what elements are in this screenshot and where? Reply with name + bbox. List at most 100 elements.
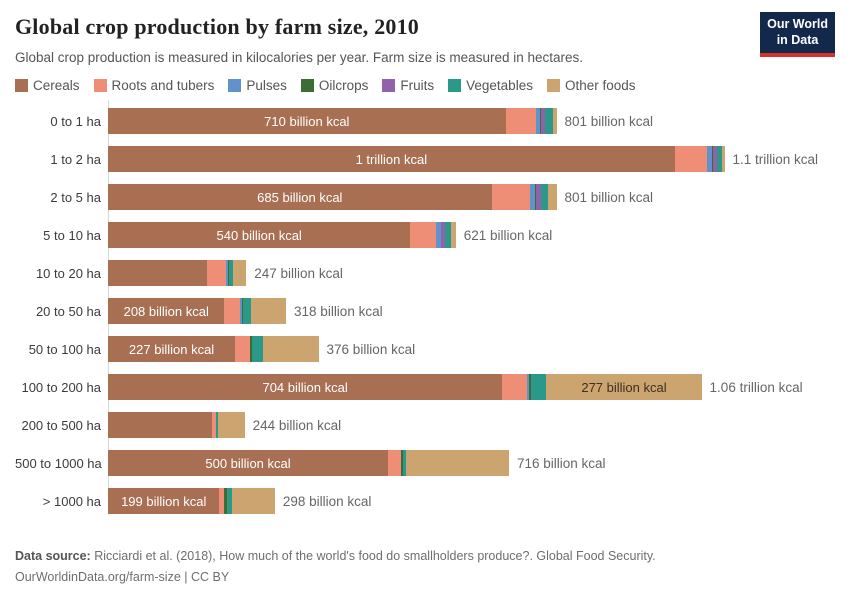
bar-segment-fruits [541,108,546,134]
bar-segment-vegetables [545,108,554,134]
bar-segment-oilcrops [228,260,230,286]
legend-label: Oilcrops [318,78,369,93]
legend-label: Cereals [33,78,80,93]
category-label: 1 to 2 ha [50,151,101,167]
bar-track [108,412,245,438]
bar-segment-roots-and-tubers [207,260,227,286]
license-text: | CC BY [180,569,230,584]
legend-swatch-icon [228,79,242,92]
legend-label: Other foods [564,78,636,93]
data-source-line: Data source: Ricciardi et al. (2018), Ho… [15,546,835,567]
bar-segment-oilcrops [250,336,253,362]
bar-segment-cereals: 685 billion kcal [108,184,492,210]
bar-segment-roots-and-tubers [505,108,537,134]
bar-segment-roots-and-tubers [224,298,240,324]
bar-segment-fruits [441,222,446,248]
category-label: > 1000 ha [42,493,101,509]
chart-row: 50 to 100 ha 227 billion kcal 376 billion … [15,336,850,362]
legend-swatch-icon [15,79,28,92]
bar-value-label: 540 billion kcal [216,227,302,243]
bar-chart: 0 to 1 ha 710 billion kcal 801 billion kca… [15,100,850,514]
license-line: OurWorldinData.org/farm-size | CC BY [15,567,835,588]
bar-value-label: 704 billion kcal [262,379,348,395]
bar-total-label: 801 billion kcal [564,189,654,205]
chart-row: 200 to 500 ha 244 billion kcal [15,412,850,438]
bar-segment-cereals: 704 billion kcal [108,374,503,400]
legend-swatch-icon [382,79,396,92]
bar-value-label: 227 billion kcal [128,341,215,357]
chart-row: > 1000 ha 199 billion kcal 298 billion kca… [15,488,850,514]
bar-track: 208 billion kcal [108,298,287,324]
chart-header: Global crop production by farm size, 201… [0,0,850,93]
bar-segment-vegetables [403,450,406,476]
bar-segment-roots-and-tubers [219,488,225,514]
bar-track: 500 billion kcal [108,450,509,476]
bar-segment-roots-and-tubers [235,336,251,362]
bar-segment-oilcrops [711,146,713,172]
chart-row: 500 to 1000 ha 500 billion kcal 716 billio… [15,450,850,476]
legend-item-pulses: Pulses [228,78,287,93]
bar-segment-vegetables [445,222,451,248]
legend-label: Fruits [400,78,435,93]
bar-segment-cereals: 1 trillion kcal [108,146,675,172]
bar-segment-other-foods [218,412,245,438]
bar-track: 710 billion kcal [108,108,557,134]
category-label: 0 to 1 ha [50,113,101,129]
bar-value-label: 199 billion kcal [121,493,207,509]
bar-segment-other-foods [262,336,319,362]
category-label: 5 to 10 ha [43,227,101,243]
bar-total-label: 298 billion kcal [282,493,372,509]
chart-rows: 0 to 1 ha 710 billion kcal 801 billion kca… [15,108,850,514]
bar-segment-oilcrops [535,184,537,210]
bar-total-label: 376 billion kcal [326,341,416,357]
bar-total-label: 247 billion kcal [254,265,343,281]
owid-logo-line1: Our World [767,17,828,31]
bar-segment-vegetables [531,374,547,400]
chart-legend: Cereals Roots and tubers Pulses Oilcrops Fru… [15,78,835,93]
bar-segment-cereals: 500 billion kcal [108,450,388,476]
bar-segment-cereals: 540 billion kcal [108,222,411,248]
bar-segment-roots-and-tubers [410,222,437,248]
category-label: 500 to 1000 ha [15,455,102,471]
bar-track: 540 billion kcal [108,222,456,248]
bar-value-label: 685 billion kcal [257,189,343,205]
bar-segment-roots-and-tubers [674,146,707,172]
chart-row: 10 to 20 ha 247 billion kcal [15,260,850,286]
bar-total-label: 801 billion kcal [564,113,654,129]
bar-segment-pulses [706,146,712,172]
bar-segment-pulses [530,184,536,210]
bar-segment-other-foods [405,450,509,476]
chart-row: 1 to 2 ha 1 trillion kcal 1.1 trillion kca… [15,146,850,172]
bar-track [108,260,247,286]
bar-segment-other-foods [553,108,557,134]
chart-row: 20 to 50 ha 208 billion kcal 318 billion k… [15,298,850,324]
owid-url-link[interactable]: OurWorldinData.org/farm-size [15,569,181,584]
legend-item-oilcrops: Oilcrops [300,78,369,93]
bar-track: 1 trillion kcal [108,146,725,172]
bar-segment-other-foods [548,184,557,210]
owid-logo: Our World in Data [760,12,835,58]
owid-logo-line2: in Data [776,32,819,47]
bar-segment-vegetables [229,260,234,286]
chart-footer: Data source: Ricciardi et al. (2018), Ho… [15,546,835,589]
bar-segment-vegetables [215,412,219,438]
chart-row: 0 to 1 ha 710 billion kcal 801 billion kca… [15,108,850,134]
legend-item-fruits: Fruits [382,78,434,93]
bar-total-label: 621 billion kcal [463,227,553,243]
bar-segment-cereals [108,260,208,286]
bar-segment-cereals: 710 billion kcal [108,108,506,134]
bar-segment-roots-and-tubers [388,450,401,476]
bar-value-label: 1 trillion kcal [355,151,428,167]
bar-segment-oilcrops [224,488,228,514]
legend-swatch-icon [300,79,314,92]
category-label: 50 to 100 ha [28,341,101,357]
bar-segment-vegetables [243,298,252,324]
chart-row: 2 to 5 ha 685 billion kcal 801 billion kca… [15,184,850,210]
bar-segment-cereals: 208 billion kcal [108,298,225,324]
category-label: 10 to 20 ha [35,265,101,281]
bar-segment-other-foods: 277 billion kcal [546,374,702,400]
bar-value-label: 710 billion kcal [264,113,350,129]
legend-item-cereals: Cereals [15,78,80,93]
legend-item-roots-and-tubers: Roots and tubers [93,78,214,93]
legend-label: Pulses [246,78,287,93]
